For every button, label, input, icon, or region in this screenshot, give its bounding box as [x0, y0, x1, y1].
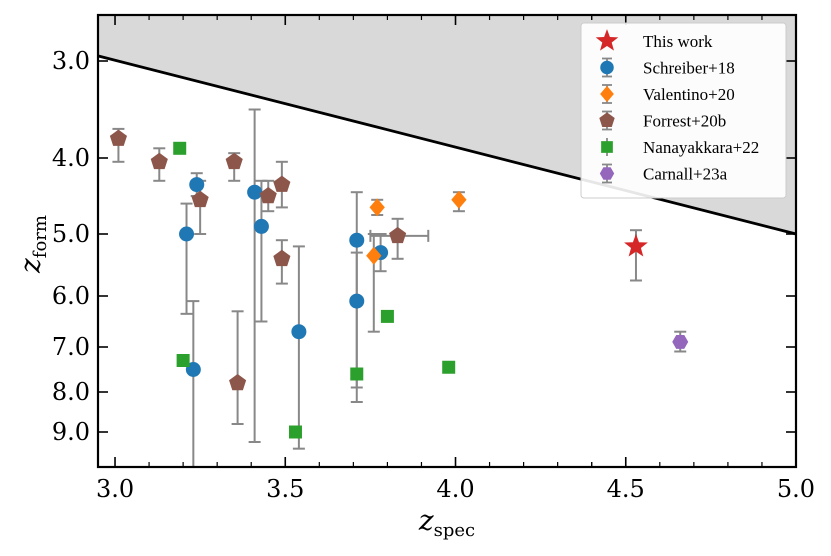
- data-point-nanayakkara-22: [380, 309, 394, 323]
- legend-marker-nanayakkara-22: [601, 141, 613, 153]
- legend-marker-this-work: [595, 29, 619, 51]
- x-tick-label: 3.5: [266, 475, 304, 503]
- data-point-schreiber-18: [189, 177, 205, 193]
- data-point-nanayakkara-22: [176, 354, 190, 367]
- data-point-valentino-20: [451, 190, 467, 209]
- data-point-nanayakkara-22: [350, 367, 364, 381]
- legend-marker-schreiber-18: [600, 60, 614, 75]
- y-tick-label: 8.0: [52, 378, 90, 406]
- legend-entry-valentino-20: Valentino+20: [600, 84, 735, 104]
- y-tick-label: 5.0: [52, 220, 90, 248]
- data-point-forrest-20b: [150, 152, 168, 170]
- data-point-forrest-20b: [109, 129, 127, 146]
- x-tick-label: 5.0: [777, 475, 815, 503]
- legend-entry-schreiber-18: Schreiber+18: [600, 57, 735, 78]
- legend-box: [580, 22, 787, 199]
- data-point-forrest-20b: [273, 249, 291, 267]
- data-point-this-work: [624, 233, 648, 257]
- boundary-line: [98, 54, 796, 236]
- legend-marker-valentino-20: [600, 85, 614, 103]
- legend-label: Schreiber+18: [643, 59, 735, 78]
- legend-entry-this-work: This work: [595, 29, 713, 51]
- y-axis-label: zform: [14, 215, 51, 274]
- data-point-forrest-20b: [229, 374, 247, 391]
- x-tick-label: 4.0: [436, 475, 474, 503]
- y-tick-label: 4.0: [52, 144, 90, 172]
- x-axis-label: zspec: [418, 504, 475, 541]
- data-point-forrest-20b: [225, 152, 243, 170]
- plot-frame: [96, 13, 798, 469]
- legend-label: This work: [643, 32, 713, 51]
- legend-marker-carnall-23a: [599, 167, 615, 180]
- data-point-valentino-20: [369, 198, 385, 217]
- data-point-schreiber-18: [253, 218, 269, 234]
- legend-marker-forrest-20b: [599, 112, 615, 128]
- y-tick-label: 9.0: [52, 418, 90, 446]
- legend-label: Nanayakkara+22: [643, 138, 759, 157]
- data-point-schreiber-18: [349, 293, 365, 309]
- y-tick-label: 3.0: [52, 47, 90, 75]
- data-point-nanayakkara-22: [173, 141, 187, 155]
- data-point-forrest-20b: [273, 175, 291, 192]
- legend: This work Schreiber+18 Valentino+20 Forrest…: [580, 22, 787, 199]
- legend-label: Forrest+20b: [643, 112, 726, 131]
- data-point-schreiber-18: [179, 226, 195, 242]
- data-point-nanayakkara-22: [442, 360, 456, 374]
- legend-entry-nanayakkara-22: Nanayakkara+22: [601, 138, 759, 157]
- data-point-schreiber-18: [247, 184, 263, 200]
- data-point-forrest-20b: [191, 190, 209, 208]
- data-point-carnall-23a: [672, 334, 689, 349]
- legend-label: Valentino+20: [643, 85, 735, 104]
- legend-entry-forrest-20b: Forrest+20b: [599, 110, 726, 131]
- legend-entry-carnall-23a: Carnall+23a: [599, 163, 728, 184]
- data-point-forrest-20b: [259, 187, 277, 204]
- y-tick-label: 7.0: [52, 333, 90, 361]
- legend-label: Carnall+23a: [643, 165, 728, 184]
- data-point-schreiber-18: [349, 232, 365, 248]
- data-point-nanayakkara-22: [288, 425, 302, 439]
- x-tick-label: 3.0: [96, 475, 134, 503]
- x-tick-label: 4.5: [607, 475, 645, 503]
- data-point-forrest-20b: [389, 226, 407, 244]
- data-point-schreiber-18: [291, 324, 307, 340]
- y-tick-label: 6.0: [52, 282, 90, 310]
- data-point-valentino-20: [366, 246, 382, 265]
